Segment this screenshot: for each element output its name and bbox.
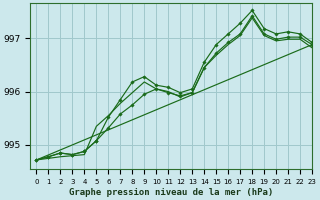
X-axis label: Graphe pression niveau de la mer (hPa): Graphe pression niveau de la mer (hPa) xyxy=(69,188,273,197)
